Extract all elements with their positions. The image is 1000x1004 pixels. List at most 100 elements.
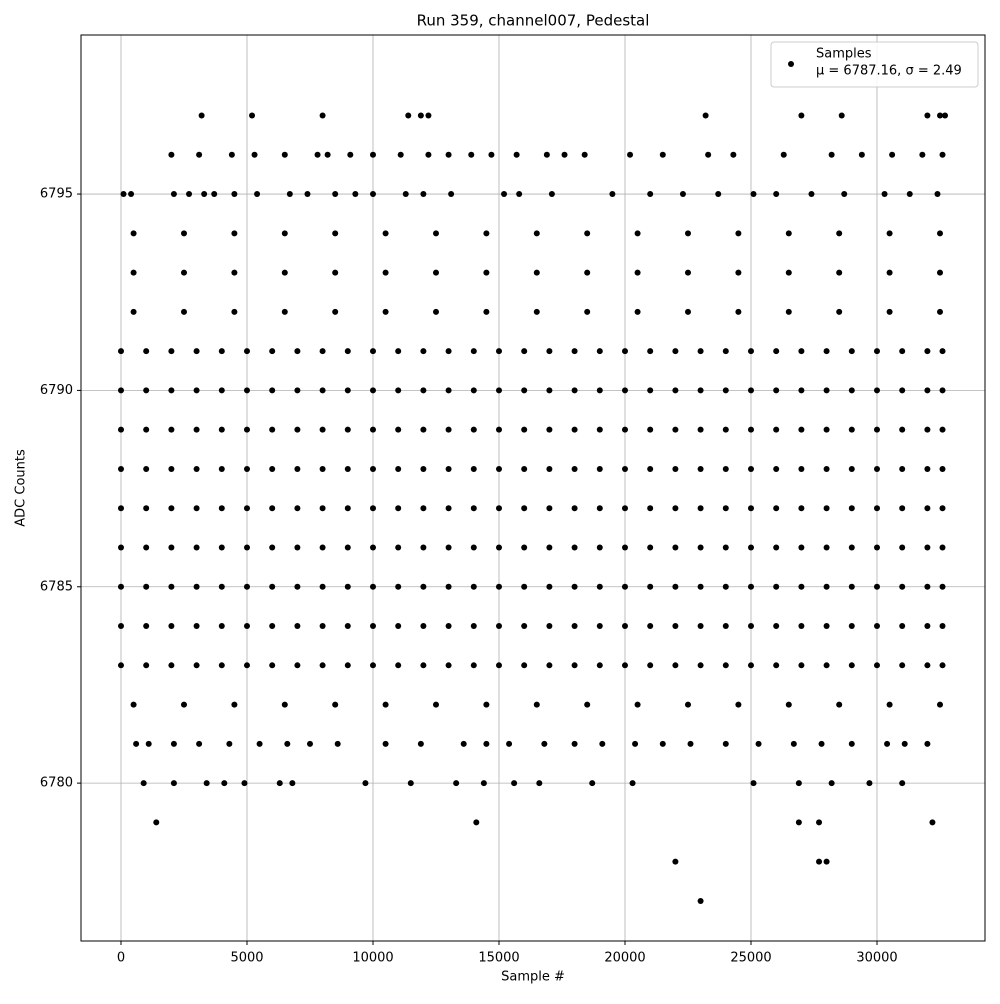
point (647, 191, 654, 198)
point (647, 348, 654, 355)
point (722, 662, 729, 669)
point (445, 151, 452, 158)
point (627, 151, 634, 158)
point (546, 505, 553, 512)
point (168, 151, 175, 158)
point (939, 544, 946, 551)
point (445, 544, 452, 551)
point (269, 387, 276, 394)
point (168, 544, 175, 551)
point (513, 151, 520, 158)
x-tick-label: 30000 (856, 951, 897, 966)
point (561, 151, 568, 158)
point (445, 426, 452, 433)
chart-title: Run 359, channel007, Pedestal (417, 12, 650, 30)
point (785, 308, 792, 315)
point (836, 701, 843, 708)
point (773, 426, 780, 433)
point (395, 544, 402, 551)
point (143, 623, 150, 630)
point (521, 544, 528, 551)
point (425, 112, 432, 119)
point (715, 191, 722, 198)
point (294, 465, 301, 472)
point (281, 151, 288, 158)
point (886, 308, 893, 315)
x-tick-label: 10000 (352, 951, 393, 966)
point (334, 740, 341, 747)
point (798, 348, 805, 355)
point (722, 740, 729, 747)
point (773, 544, 780, 551)
point (823, 426, 830, 433)
point (193, 387, 200, 394)
point (647, 465, 654, 472)
point (541, 740, 548, 747)
point (314, 151, 321, 158)
point (249, 112, 256, 119)
point (180, 230, 187, 237)
point (848, 583, 855, 590)
point (319, 387, 326, 394)
point (453, 780, 460, 787)
point (687, 740, 694, 747)
point (168, 348, 175, 355)
point (818, 740, 825, 747)
point (218, 583, 225, 590)
point (395, 662, 402, 669)
point (344, 623, 351, 630)
point (168, 426, 175, 433)
point (936, 269, 943, 276)
point (521, 505, 528, 512)
point (269, 465, 276, 472)
point (521, 465, 528, 472)
point (798, 505, 805, 512)
point (647, 426, 654, 433)
point (382, 701, 389, 708)
point (936, 701, 943, 708)
point (286, 191, 293, 198)
point (899, 505, 906, 512)
legend: Samples μ = 6787.16, σ = 2.49 (770, 41, 979, 88)
point (332, 230, 339, 237)
point (873, 544, 880, 551)
point (488, 151, 495, 158)
point (294, 662, 301, 669)
point (589, 780, 596, 787)
point (873, 426, 880, 433)
x-tick-label: 25000 (730, 951, 771, 966)
point (621, 348, 628, 355)
point (201, 191, 208, 198)
point (319, 662, 326, 669)
point (750, 191, 757, 198)
point (621, 583, 628, 590)
point (533, 230, 540, 237)
point (901, 740, 908, 747)
point (168, 583, 175, 590)
point (395, 387, 402, 394)
point (231, 308, 238, 315)
point (369, 662, 376, 669)
point (584, 701, 591, 708)
point (697, 662, 704, 669)
point (243, 348, 250, 355)
point (939, 623, 946, 630)
point (344, 505, 351, 512)
point (521, 662, 528, 669)
point (780, 151, 787, 158)
point (866, 780, 873, 787)
point (231, 191, 238, 198)
point (873, 662, 880, 669)
point (838, 112, 845, 119)
point (750, 780, 757, 787)
point (546, 662, 553, 669)
point (369, 505, 376, 512)
point (621, 662, 628, 669)
point (254, 191, 261, 198)
point (722, 426, 729, 433)
point (140, 780, 147, 787)
point (196, 740, 203, 747)
point (697, 544, 704, 551)
point (468, 151, 475, 158)
